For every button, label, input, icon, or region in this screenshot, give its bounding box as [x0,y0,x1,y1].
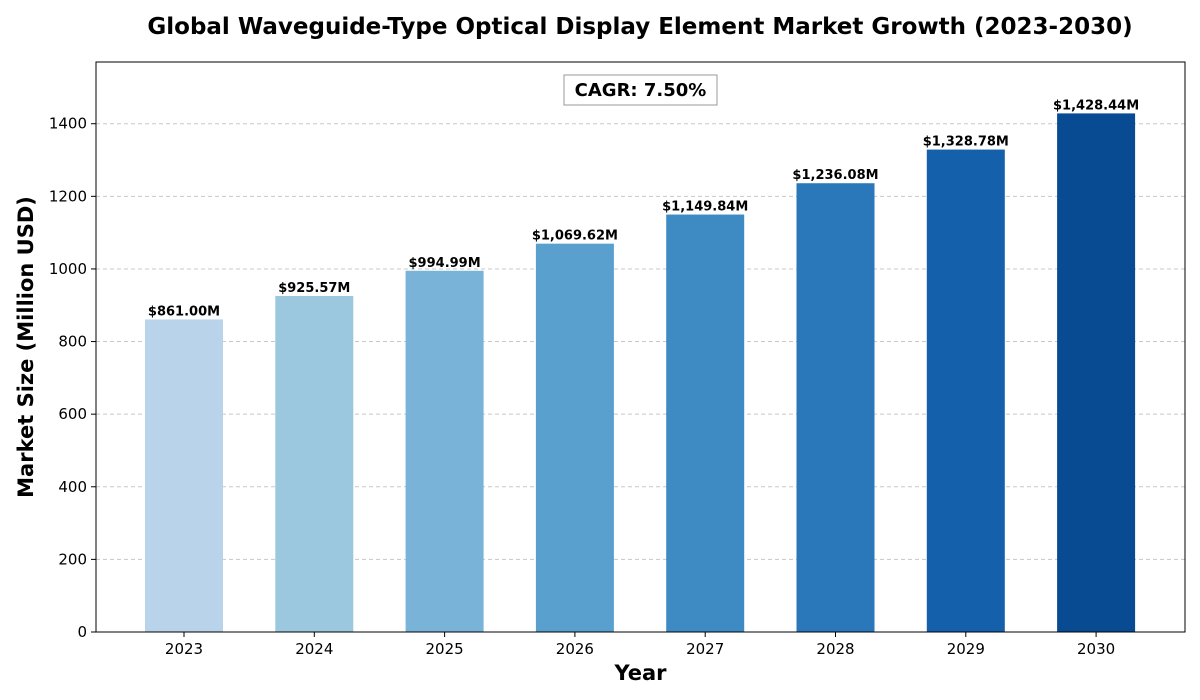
data-label: $1,149.84M [662,200,748,215]
x-tick-label: 2023 [165,640,203,658]
y-tick-label: 800 [58,333,87,351]
bar-2026 [535,243,614,632]
x-axis-label: Year [613,661,667,685]
y-tick-label: 400 [58,478,87,496]
x-tick-label: 2030 [1077,640,1115,658]
y-tick-label: 1000 [49,260,87,278]
bar-2025 [405,270,484,632]
bar-2030 [1057,113,1136,632]
bars [145,113,1136,632]
y-axis-label: Market Size (Million USD) [14,196,38,498]
bar-2023 [145,319,223,632]
y-tick-label: 200 [58,550,87,568]
chart-title: Global Waveguide-Type Optical Display El… [147,14,1132,40]
cagr-text: CAGR: 7.50% [575,80,707,101]
x-tick-label: 2027 [686,640,724,658]
x-tick-label: 2028 [816,640,854,658]
data-label: $994.99M [409,256,481,271]
y-tick-label: 600 [58,405,87,423]
bar-2028 [796,183,875,632]
data-label: $1,428.44M [1053,98,1139,113]
bar-2024 [275,295,354,632]
x-tick-label: 2029 [947,640,985,658]
x-tick-label: 2024 [295,640,333,658]
x-tick-label: 2025 [426,640,464,658]
cagr-box [563,74,718,106]
data-label: $925.57M [278,281,350,296]
data-label: $1,236.08M [792,168,878,183]
y-tick-label: 1400 [49,115,87,133]
y-tick-label: 0 [77,623,87,641]
x-axis-ticks: 2023 2024 2025 2026 2027 2028 2029 2030 [165,632,1115,658]
cagr-annotation: CAGR: 7.50% [563,74,718,106]
data-label: $1,069.62M [532,229,618,244]
bar-2029 [926,149,1005,632]
bar-2027 [666,214,745,632]
data-label: $861.00M [148,304,220,319]
y-axis-ticks: 0 200 400 600 800 1000 1200 1400 [49,115,96,641]
plot-frame [95,61,1186,633]
x-tick-label: 2026 [556,640,594,658]
data-label: $1,328.78M [923,135,1009,150]
y-tick-label: 1200 [49,187,87,205]
data-labels: $861.00M $925.57M $994.99M $1,069.62M $1,149… [148,98,1139,319]
gridlines [96,123,1185,560]
